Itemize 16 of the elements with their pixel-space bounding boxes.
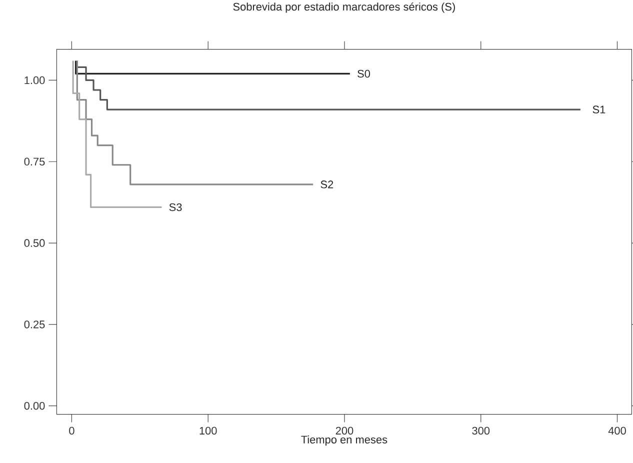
x-tick-label: 0 — [69, 426, 74, 435]
y-tick-label: 1.00 — [24, 76, 45, 84]
series-label: S1 — [592, 106, 606, 114]
y-tick-label: 0.25 — [24, 320, 45, 328]
chart-title: Sobrevida por estadio marcadores séricos (S) — [233, 2, 455, 13]
series-label: S0 — [358, 70, 370, 78]
series-label: S3 — [169, 203, 182, 212]
x-tick-label: 200 — [336, 426, 354, 435]
x-axis-title: Tiempo en meses — [301, 435, 388, 446]
x-tick-label: 300 — [472, 426, 490, 435]
x-tick-label: 400 — [608, 426, 626, 435]
x-tick-label: 100 — [200, 426, 217, 435]
y-tick-label: 0.00 — [24, 402, 45, 410]
series-label: S2 — [320, 180, 334, 188]
y-tick-label: 0.75 — [24, 158, 45, 166]
y-tick-label: 0.50 — [24, 239, 45, 247]
